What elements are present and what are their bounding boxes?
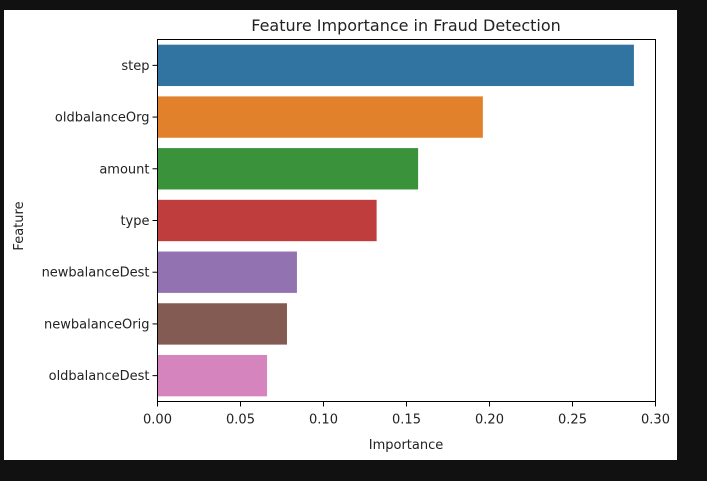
bar-oldbalanceOrg bbox=[157, 96, 483, 138]
y-tick-label: step bbox=[121, 59, 149, 74]
x-tick-label: 0.25 bbox=[558, 413, 587, 428]
y-axis: step oldbalanceOrg amount type newbalanceDes… bbox=[42, 59, 158, 384]
bar-type bbox=[157, 199, 377, 242]
y-tick-label: newbalanceOrig bbox=[44, 317, 150, 332]
y-tick-label: amount bbox=[99, 162, 149, 177]
y-tick-label: oldbalanceDest bbox=[49, 369, 150, 384]
x-tick-label: 0.00 bbox=[143, 413, 172, 428]
x-tick-label: 0.15 bbox=[392, 413, 421, 428]
y-tick-label: type bbox=[120, 214, 149, 229]
x-tick-label: 0.30 bbox=[641, 413, 670, 428]
bar-newbalanceDest bbox=[157, 251, 297, 293]
bar-newbalanceOrig bbox=[157, 303, 287, 345]
bar-step bbox=[157, 44, 634, 87]
x-tick-label: 0.20 bbox=[475, 413, 504, 428]
bar-amount bbox=[157, 148, 419, 190]
y-tick-label: newbalanceDest bbox=[42, 266, 150, 281]
y-axis-label: Feature bbox=[12, 201, 27, 250]
bar-oldbalanceDest bbox=[157, 354, 268, 397]
chart-svg: Feature Importance in Fraud Detection 0.… bbox=[12, 16, 670, 453]
y-tick-label: oldbalanceOrg bbox=[55, 111, 150, 126]
x-axis: 0.00 0.05 0.10 0.15 0.20 0.25 0.30 bbox=[143, 401, 670, 428]
x-tick-label: 0.10 bbox=[309, 413, 338, 428]
chart-title: Feature Importance in Fraud Detection bbox=[251, 16, 561, 35]
x-axis-label: Importance bbox=[369, 438, 444, 453]
chart-canvas: Feature Importance in Fraud Detection 0.… bbox=[4, 10, 677, 460]
x-tick-label: 0.05 bbox=[226, 413, 255, 428]
bars-layer bbox=[157, 44, 634, 397]
